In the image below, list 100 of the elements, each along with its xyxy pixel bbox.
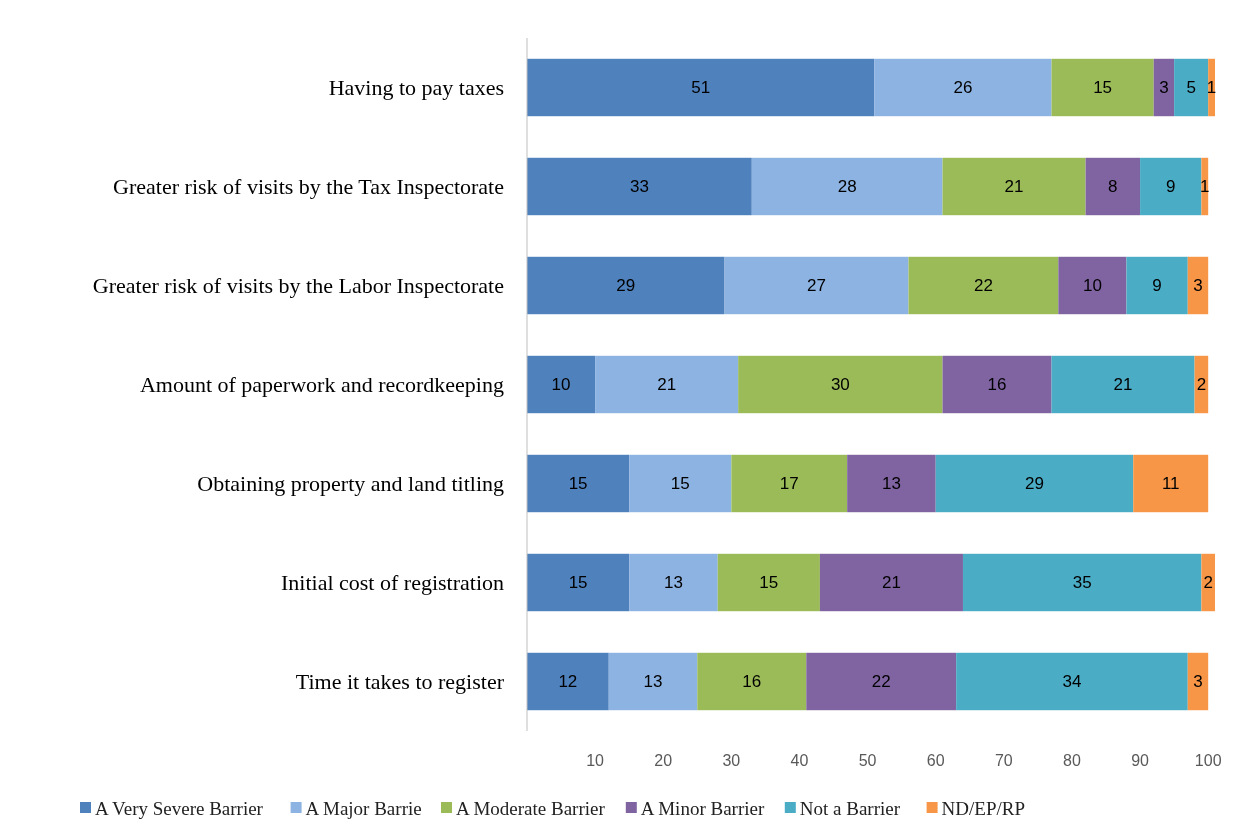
bar: [806, 652, 957, 711]
data-label: 51: [691, 78, 711, 98]
data-label: 3: [1193, 276, 1203, 296]
y-tick-label: Amount of paperwork and recordkeeping: [139, 372, 504, 398]
bar: [962, 553, 1202, 612]
data-label: 21: [881, 573, 901, 593]
data-label: 3: [1193, 672, 1203, 692]
data-label: 26: [953, 78, 973, 98]
bar: [527, 256, 725, 315]
data-label: 8: [1108, 177, 1118, 197]
data-label: 22: [871, 672, 891, 692]
bar: [935, 454, 1134, 513]
x-tick-label: 10: [586, 751, 605, 769]
y-tick-label: Obtaining property and land titling: [197, 471, 504, 497]
bar: [751, 157, 943, 216]
bar: [629, 553, 718, 612]
bar: [527, 553, 630, 612]
data-label: 13: [663, 573, 683, 593]
bar: [1174, 58, 1209, 117]
bar: [1051, 58, 1154, 117]
legend-label: A Minor Barrier: [640, 797, 765, 819]
bar: [527, 157, 752, 216]
data-label: 10: [551, 375, 571, 395]
x-tick-label: 50: [858, 751, 877, 769]
data-label: 9: [1152, 276, 1162, 296]
bar: [527, 652, 609, 711]
bar: [1085, 157, 1141, 216]
y-tick-label: Greater risk of visits by the Tax Inspectorate: [113, 174, 504, 200]
data-label: 5: [1186, 78, 1196, 98]
x-tick-label: 80: [1063, 751, 1081, 769]
data-label: 33: [629, 177, 649, 197]
bar: [527, 58, 875, 117]
data-label: 15: [1093, 78, 1113, 98]
bar: [1133, 454, 1209, 513]
x-tick-label: 100: [1194, 751, 1222, 769]
data-label: 22: [973, 276, 993, 296]
bar: [527, 454, 630, 513]
bar: [1140, 157, 1202, 216]
data-label: 10: [1082, 276, 1102, 296]
legend-label: Not a Barrier: [799, 797, 901, 819]
legend-label: A Major Barrie: [305, 797, 422, 819]
bar: [1051, 355, 1195, 414]
x-tick-label: 30: [722, 751, 741, 769]
bar: [717, 553, 820, 612]
y-tick-label: Having to pay taxes: [328, 75, 504, 101]
data-label: 13: [643, 672, 663, 692]
data-label: 13: [881, 474, 901, 494]
y-tick-label: Greater risk of visits by the Labor Inspectorate: [92, 273, 504, 299]
x-tick-label: 70: [994, 751, 1013, 769]
data-label: 29: [616, 276, 636, 296]
legend-label: ND/EP/RP: [941, 797, 1026, 819]
bar: [1126, 256, 1188, 315]
data-label: 15: [670, 474, 690, 494]
data-label: 11: [1161, 474, 1180, 494]
bar: [629, 454, 732, 513]
data-label: 16: [742, 672, 762, 692]
data-label: 12: [558, 672, 578, 692]
data-label: 35: [1072, 573, 1092, 593]
x-tick-label: 40: [790, 751, 809, 769]
legend-label: A Moderate Barrier: [456, 797, 606, 819]
bar: [724, 256, 909, 315]
data-label: 21: [1113, 375, 1133, 395]
data-label: 29: [1025, 474, 1044, 494]
y-tick-label: Time it takes to register: [295, 669, 505, 695]
bar: [1153, 58, 1175, 117]
data-label: 30: [830, 375, 850, 395]
bar: [1058, 256, 1127, 315]
bar: [738, 355, 943, 414]
bar: [527, 355, 596, 414]
data-label: 28: [837, 177, 857, 197]
bar: [942, 157, 1086, 216]
data-label: 15: [759, 573, 779, 593]
bar: [595, 355, 739, 414]
bar: [819, 553, 963, 612]
bar: [908, 256, 1059, 315]
data-label: 15: [568, 474, 588, 494]
bar: [942, 355, 1052, 414]
data-label: 15: [568, 573, 588, 593]
data-label: 3: [1159, 78, 1169, 98]
data-label: 21: [1004, 177, 1024, 197]
data-label: 27: [807, 276, 826, 296]
bar: [1187, 652, 1209, 711]
data-label: 2: [1196, 375, 1207, 395]
data-label: 16: [987, 375, 1007, 395]
x-tick-label: 90: [1131, 751, 1150, 769]
x-tick-label: 20: [654, 751, 673, 769]
bar: [731, 454, 848, 513]
data-label: 2: [1203, 573, 1213, 593]
x-tick-label: 60: [926, 751, 945, 769]
data-label: 21: [657, 375, 677, 395]
legend-label: A Very Severe Barrier: [95, 797, 264, 819]
y-tick-label: Initial cost of registration: [281, 570, 504, 596]
bar: [697, 652, 807, 711]
bar: [847, 454, 936, 513]
data-label: 34: [1062, 672, 1082, 692]
bar: [874, 58, 1052, 117]
data-label: 17: [779, 474, 799, 494]
bar: [1201, 553, 1215, 612]
bar: [1187, 256, 1209, 315]
data-label: 9: [1165, 177, 1176, 197]
